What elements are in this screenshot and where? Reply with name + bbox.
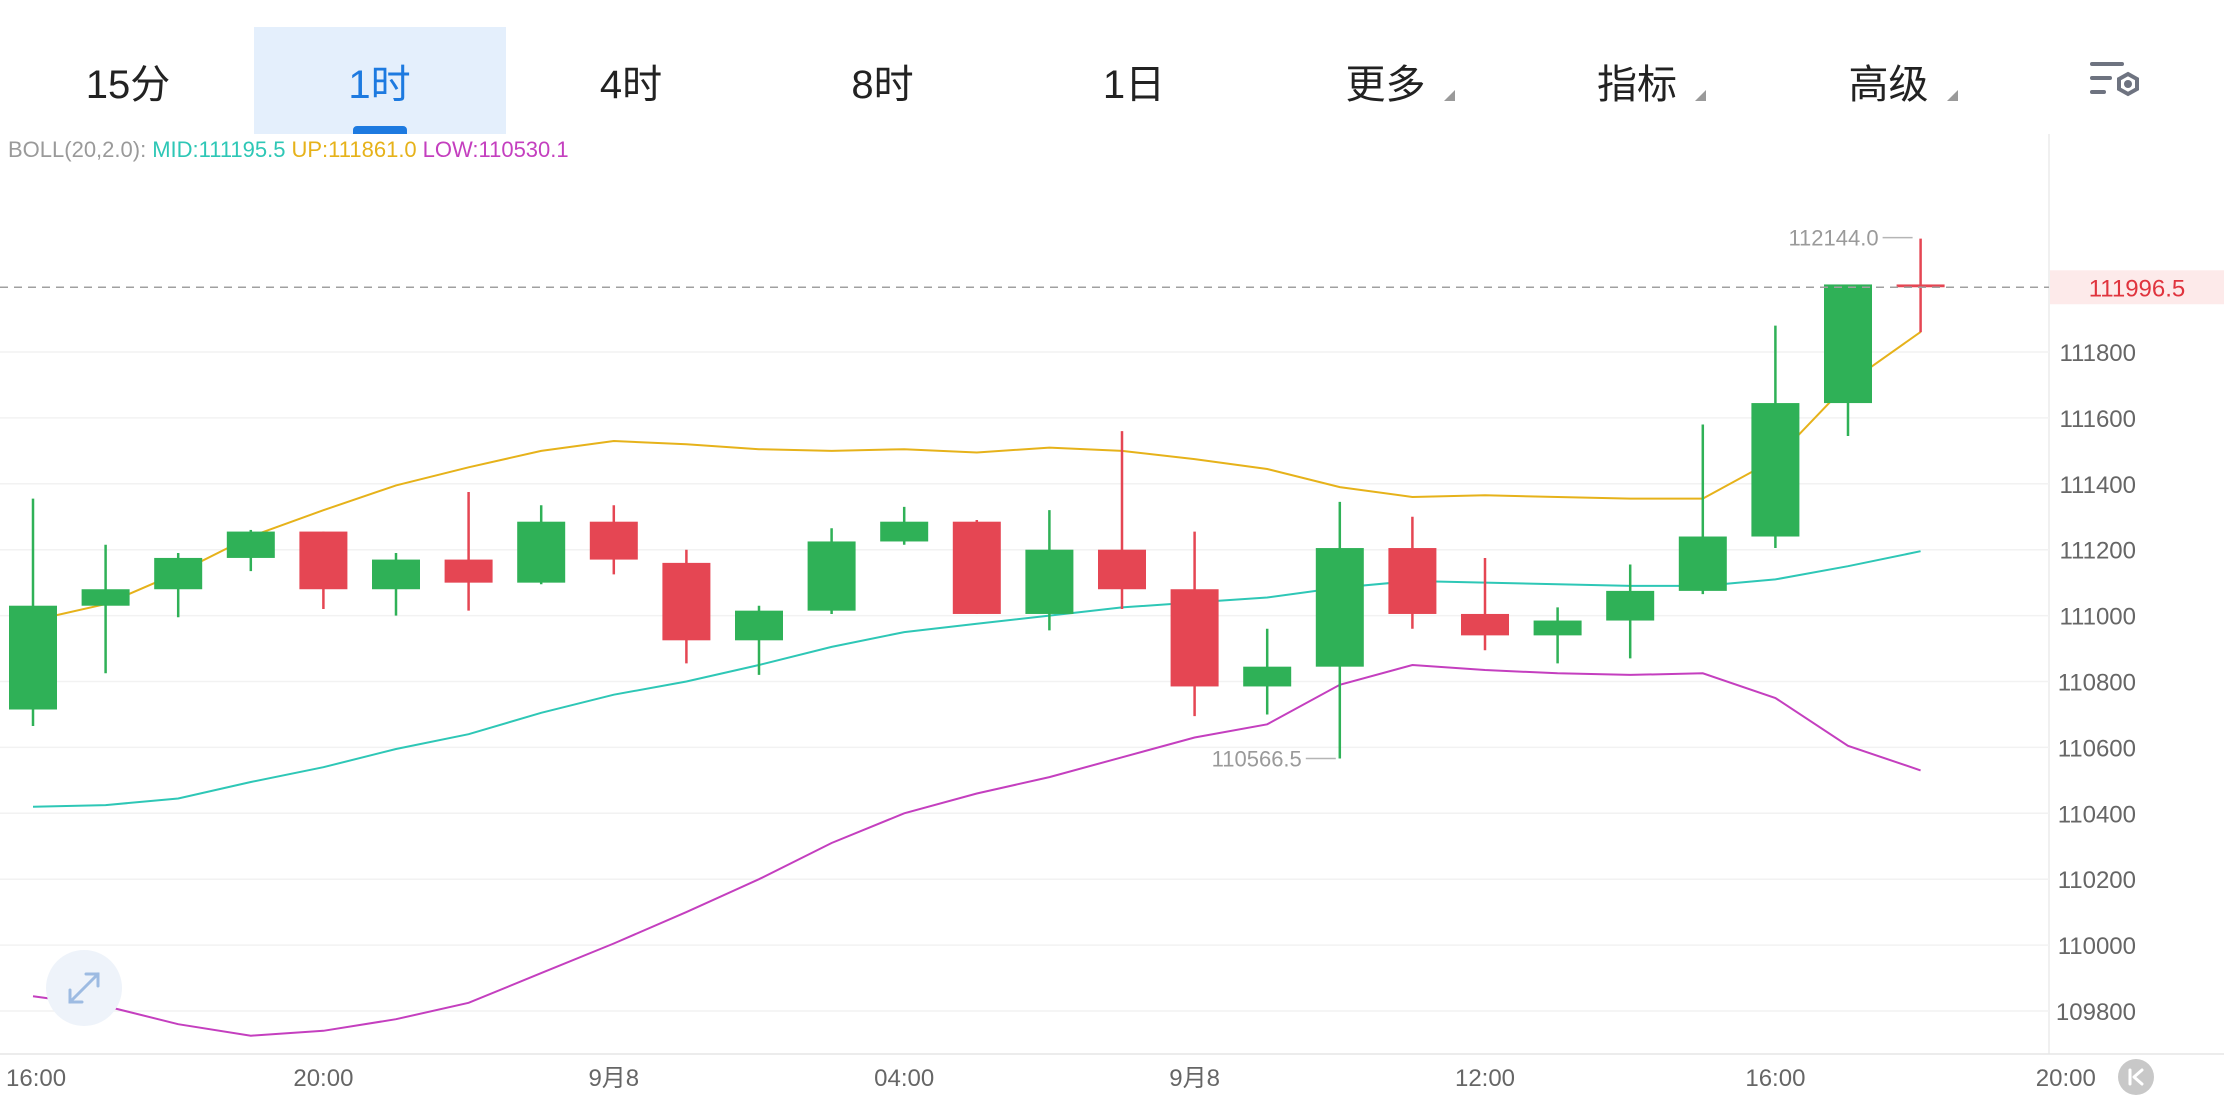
x-tick-label: 20:00 — [2036, 1065, 2096, 1092]
x-tick-label: 9月8 — [588, 1065, 639, 1092]
y-tick-label: 110800 — [2058, 670, 2136, 697]
candle-body — [1533, 620, 1582, 636]
tab-1day[interactable]: 1日 — [1008, 27, 1260, 134]
boll-legend: BOLL(20,2.0): MID:111195.5 UP:111861.0 LOW:… — [8, 137, 575, 163]
y-tick-label: 111600 — [2059, 406, 2136, 433]
expand-chart-button[interactable] — [46, 950, 122, 1026]
candle-body — [1098, 549, 1146, 590]
candle-body — [807, 541, 856, 611]
x-tick-label: 20:00 — [293, 1065, 353, 1092]
y-tick-label: 111800 — [2059, 340, 2136, 367]
candle-body — [662, 562, 711, 641]
tab-label: 指标 — [1597, 62, 1677, 107]
tab-15min[interactable]: 15分 — [2, 27, 254, 134]
candle-body — [299, 531, 348, 590]
y-tick-label: 111000 — [2059, 604, 2136, 631]
candle-body — [1388, 548, 1437, 614]
x-tick-label: 04:00 — [874, 1065, 934, 1092]
candle-body — [952, 521, 1001, 614]
boll-legend-name: BOLL(20,2.0): — [8, 137, 147, 162]
dropdown-corner-icon — [1443, 90, 1455, 101]
boll-lower-line — [32, 663, 1921, 1037]
candle-body — [444, 559, 493, 583]
timeframe-toolbar: 15分 1时 4时 8时 1日 更多 指标 高级 — [0, 0, 2224, 134]
x-tick-label: 16:00 — [1745, 1065, 1805, 1092]
scroll-to-latest-button[interactable] — [2118, 1059, 2154, 1095]
y-tick-label: 111400 — [2059, 472, 2136, 499]
candle-body — [1170, 589, 1219, 687]
jump-to-start-icon — [2128, 1068, 2144, 1086]
candle-body — [1606, 590, 1655, 621]
tab-label: 更多 — [1345, 62, 1426, 107]
candle-body — [9, 605, 57, 710]
active-tab-indicator — [352, 126, 407, 134]
expand-arrows-icon — [68, 972, 100, 1004]
candle-body — [1678, 536, 1727, 591]
candle-body — [1461, 613, 1509, 636]
tab-label: 1时 — [348, 62, 411, 107]
candle-body — [1315, 548, 1364, 667]
tab-advanced[interactable]: 高级 — [1763, 27, 2015, 134]
tab-label: 1日 — [1102, 62, 1166, 107]
boll-mid-line — [32, 550, 1921, 808]
x-tick-label: 9月8 — [1169, 1065, 1220, 1092]
tab-label: 8时 — [851, 62, 914, 107]
low-price-label: 110566.5 — [1212, 746, 1302, 771]
candle-body — [517, 521, 566, 583]
candle-body — [372, 559, 420, 590]
candlestick-chart[interactable]: 111800 111600 111400 111200 111000 110800 1106… — [0, 134, 2224, 1112]
candle-body — [81, 589, 130, 606]
dropdown-corner-icon — [1946, 90, 1958, 101]
x-tick-label: 16:00 — [6, 1065, 66, 1092]
candle-body — [735, 610, 783, 641]
boll-legend-up: UP:111861.0 — [291, 137, 417, 162]
y-tick-label: 110400 — [2058, 801, 2136, 828]
tab-1hour[interactable]: 1时 — [253, 27, 506, 134]
chart-settings-icon[interactable] — [2088, 58, 2144, 106]
candle-body — [1751, 403, 1800, 537]
boll-upper-line — [32, 331, 1922, 622]
candle-body — [1243, 666, 1292, 687]
tab-label: 高级 — [1848, 62, 1929, 107]
y-tick-label: 110000 — [2058, 933, 2136, 960]
tab-indicators[interactable]: 指标 — [1511, 27, 1763, 134]
x-tick-label: 12:00 — [1455, 1065, 1515, 1092]
current-price-label: 111996.5 — [2089, 275, 2186, 302]
candle-body — [589, 521, 638, 560]
boll-legend-mid: MID:111195.5 — [152, 137, 286, 162]
tab-4hour[interactable]: 4时 — [505, 27, 757, 134]
tab-label: 4时 — [599, 62, 663, 107]
tab-8hour[interactable]: 8时 — [757, 27, 1009, 134]
candle-body — [1896, 284, 1945, 288]
y-tick-label: 111200 — [2059, 538, 2136, 565]
y-tick-label: 110200 — [2058, 867, 2136, 894]
candle-body — [1025, 549, 1074, 614]
tab-more[interactable]: 更多 — [1260, 27, 1512, 134]
y-tick-label: 109800 — [2056, 999, 2136, 1026]
tab-label: 15分 — [85, 62, 171, 107]
high-price-label: 112144.0 — [1788, 226, 1878, 251]
candle-body — [226, 531, 275, 558]
candle-body — [880, 521, 929, 542]
y-tick-label: 110600 — [2058, 735, 2136, 762]
candle-body — [1824, 284, 1872, 404]
boll-legend-low: LOW:110530.1 — [422, 137, 569, 162]
candle-body — [154, 557, 203, 590]
current-price-tag — [2050, 270, 2224, 305]
dropdown-corner-icon — [1695, 90, 1706, 101]
